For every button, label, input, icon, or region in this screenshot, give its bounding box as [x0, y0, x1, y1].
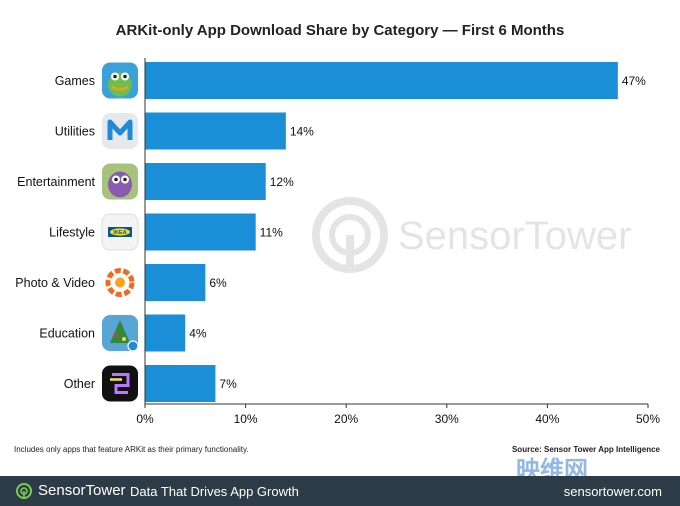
- value-label: 6%: [209, 276, 227, 290]
- x-tick-label: 0%: [136, 412, 154, 426]
- footer-bar: SensorTower Data That Drives App Growth …: [0, 476, 680, 506]
- chart-title: ARKit-only App Download Share by Categor…: [115, 22, 565, 39]
- bar: [145, 62, 618, 99]
- category-label: Lifestyle: [49, 226, 95, 240]
- dragon-app-icon: [102, 62, 138, 99]
- value-label: 7%: [219, 377, 237, 391]
- footer-tagline: Data That Drives App Growth: [130, 484, 299, 499]
- bar: [145, 163, 266, 200]
- black-glyph-app-icon: [102, 365, 138, 402]
- footer-site-link[interactable]: sensortower.com: [563, 484, 662, 499]
- sensortower-logo-icon: [16, 482, 32, 499]
- category-label: Utilities: [55, 125, 95, 139]
- value-label: 4%: [189, 327, 207, 341]
- value-label: 11%: [260, 226, 283, 240]
- category-label: Photo & Video: [15, 276, 95, 290]
- bar: [145, 112, 286, 150]
- bar: [145, 213, 256, 251]
- footnote: Includes only apps that feature ARKit as…: [14, 445, 249, 454]
- purple-creature-app-icon: [102, 163, 138, 200]
- x-tick-label: 10%: [234, 412, 258, 426]
- value-label: 12%: [270, 175, 294, 189]
- bar: [145, 365, 216, 402]
- x-tick-label: 50%: [636, 412, 660, 426]
- christmas-tree-app-icon: [102, 315, 139, 352]
- x-tick-label: 30%: [435, 412, 459, 426]
- bar: [145, 314, 186, 352]
- ikea-app-icon: IKEA: [101, 213, 139, 251]
- orange-ring-app-icon: [102, 264, 138, 301]
- value-label: 47%: [622, 74, 646, 88]
- value-label: 14%: [290, 125, 314, 139]
- x-tick-label: 40%: [535, 412, 559, 426]
- bar-chart: Games 47% Utilities 14% Entertainment 12% Life…: [15, 58, 660, 426]
- bar: [145, 264, 206, 301]
- svg-text:IKEA: IKEA: [113, 230, 126, 236]
- category-label: Entertainment: [17, 175, 95, 189]
- footer-brand-label: SensorTower: [38, 482, 126, 499]
- category-label: Education: [39, 327, 95, 341]
- footer-brand[interactable]: SensorTower: [16, 482, 126, 499]
- m-letter-app-icon: [102, 113, 138, 149]
- category-label: Games: [55, 74, 95, 88]
- source-note: Source: Sensor Tower App Intelligence: [511, 445, 660, 454]
- category-label: Other: [64, 377, 95, 391]
- x-tick-label: 20%: [334, 412, 358, 426]
